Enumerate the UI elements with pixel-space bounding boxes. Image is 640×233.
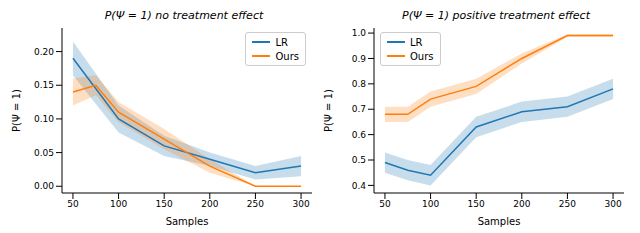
svg-text:Samples: Samples bbox=[478, 216, 521, 227]
html-text:P(Ψ = 1) no treatment effect: P(Ψ = 1) no treatment effect bbox=[104, 9, 264, 22]
svg-text:0.05: 0.05 bbox=[34, 148, 54, 158]
svg-text:300: 300 bbox=[292, 199, 309, 209]
svg-text:Samples: Samples bbox=[166, 216, 209, 227]
svg-text:0.9: 0.9 bbox=[352, 54, 367, 64]
svg-text:0.5: 0.5 bbox=[352, 155, 366, 165]
svg-text:200: 200 bbox=[513, 199, 530, 209]
html-text:Ours: Ours bbox=[410, 50, 434, 62]
svg-text:0.6: 0.6 bbox=[352, 130, 367, 140]
svg-text:0.10: 0.10 bbox=[34, 114, 54, 124]
svg-text:300: 300 bbox=[604, 199, 621, 209]
svg-text:50: 50 bbox=[67, 199, 79, 209]
svg-text:150: 150 bbox=[468, 199, 485, 209]
html-text:P(Ψ = 1) positive treatment ef: P(Ψ = 1) positive treatment effect bbox=[402, 9, 590, 22]
svg-text:150: 150 bbox=[156, 199, 173, 209]
svg-text:250: 250 bbox=[559, 199, 576, 209]
html-text:LR: LR bbox=[275, 36, 288, 48]
svg-text:0.4: 0.4 bbox=[352, 181, 367, 191]
svg-text:0.00: 0.00 bbox=[34, 181, 54, 191]
svg-text:P(Ψ = 1): P(Ψ = 1) bbox=[323, 89, 334, 132]
html-text:Ours: Ours bbox=[275, 50, 299, 62]
svg-text:50: 50 bbox=[379, 199, 391, 209]
svg-text:P(Ψ = 1): P(Ψ = 1) bbox=[11, 89, 22, 132]
svg-text:0.8: 0.8 bbox=[352, 79, 367, 89]
svg-text:0.15: 0.15 bbox=[34, 80, 54, 90]
svg-text:200: 200 bbox=[201, 199, 218, 209]
svg-text:100: 100 bbox=[110, 199, 127, 209]
html-text:LR: LR bbox=[410, 36, 423, 48]
svg-text:0.7: 0.7 bbox=[352, 104, 366, 114]
svg-text:250: 250 bbox=[247, 199, 264, 209]
svg-text:1.0: 1.0 bbox=[352, 28, 367, 38]
svg-text:100: 100 bbox=[422, 199, 439, 209]
svg-text:0.20: 0.20 bbox=[34, 47, 54, 57]
